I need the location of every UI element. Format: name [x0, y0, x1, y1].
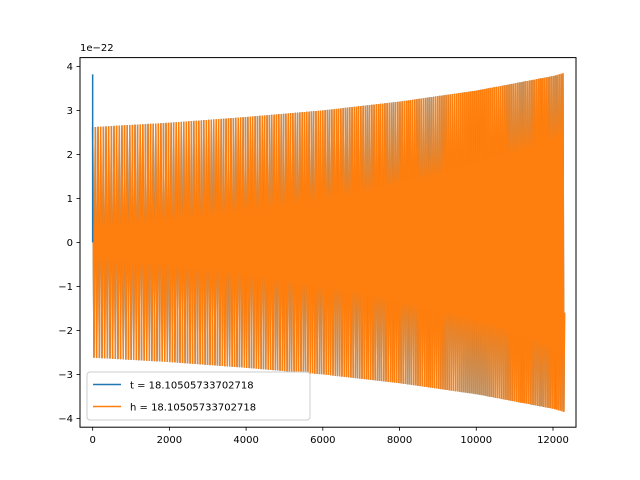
x-tick-label: 6000 — [310, 435, 335, 446]
y-tick-label: 4 — [67, 62, 73, 73]
x-tick-label: 8000 — [387, 435, 412, 446]
y-tick-label: −4 — [58, 414, 73, 425]
x-tick-label: 2000 — [157, 435, 182, 446]
series-line-1 — [91, 73, 566, 413]
legend: t = 18.10505733702718 h = 18.10505733702… — [86, 371, 311, 421]
y-axis: 4 3 2 1 0 −1 −2 −3 −4 — [58, 62, 80, 425]
x-tick-label: 0 — [89, 435, 95, 446]
legend-label-t: t = 18.10505733702718 — [130, 381, 254, 392]
legend-box — [86, 371, 311, 421]
y-tick-label: −2 — [58, 326, 73, 337]
x-axis: 0 2000 4000 6000 8000 10000 12000 — [89, 427, 569, 446]
y-tick-label: 1 — [67, 194, 73, 205]
x-tick-label: 12000 — [537, 435, 569, 446]
series-layer — [91, 73, 566, 413]
y-tick-label: 2 — [67, 150, 73, 161]
y-offset-label: 1e−22 — [80, 43, 114, 54]
y-tick-label: −3 — [58, 370, 73, 381]
series-1-group — [91, 73, 566, 413]
x-tick-label: 4000 — [233, 435, 258, 446]
y-tick-label: 0 — [67, 238, 73, 249]
legend-label-h: h = 18.10505733702718 — [130, 403, 256, 414]
x-tick-label: 10000 — [460, 435, 492, 446]
y-tick-label: 3 — [67, 106, 73, 117]
y-tick-label: −1 — [58, 282, 73, 293]
